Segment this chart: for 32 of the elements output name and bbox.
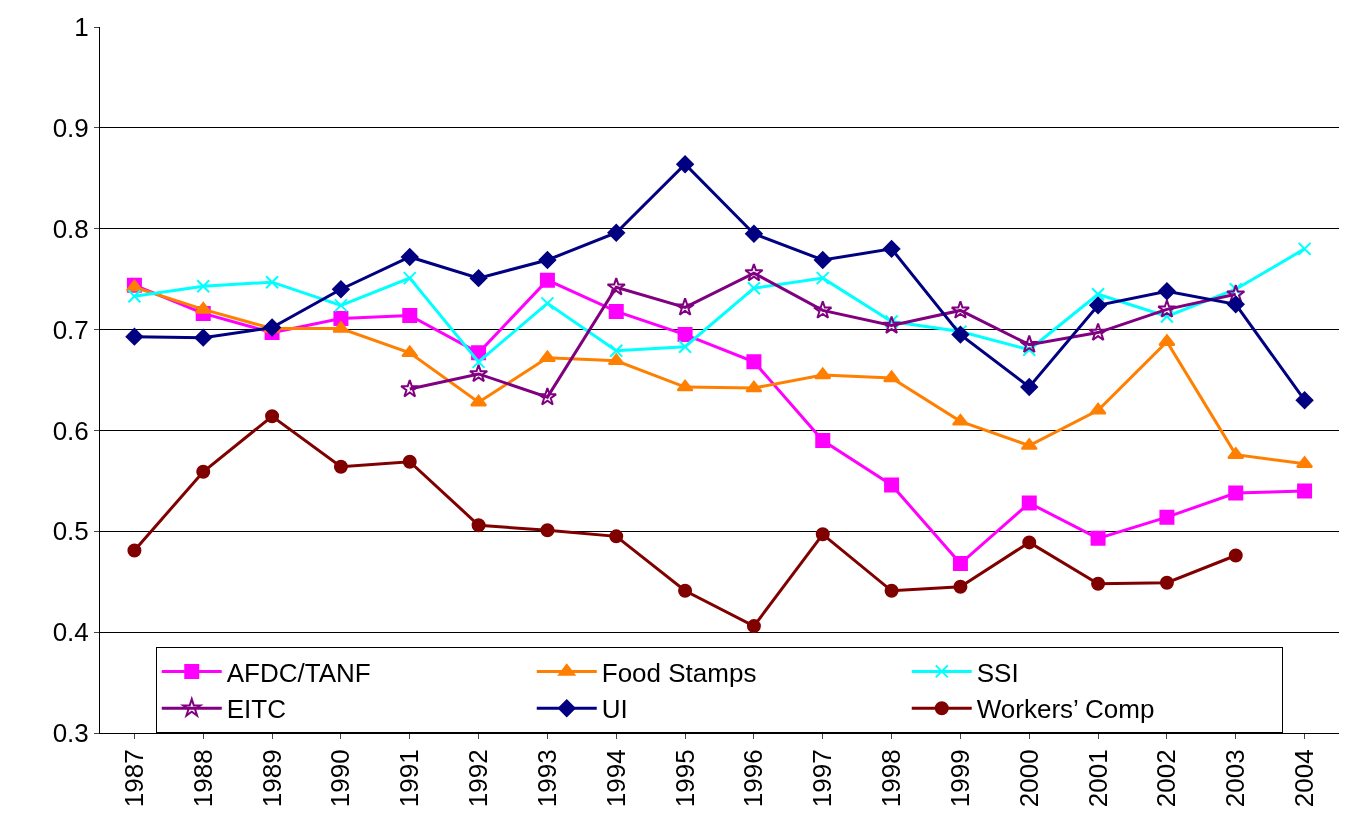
x-tick-label: 2000 (1013, 749, 1044, 808)
y-tick-label: 1 (74, 12, 89, 43)
legend-label: AFDC/TANF (226, 657, 371, 688)
x-tick-label: 1998 (876, 749, 907, 808)
x-tick-label: 2002 (1151, 749, 1182, 808)
x-tick-label: 1995 (669, 749, 700, 808)
x-tick-label: 2004 (1289, 749, 1320, 808)
x-tick-label: 1989 (256, 749, 287, 808)
y-tick-label: 0.3 (52, 718, 89, 749)
x-tick-label: 1988 (187, 749, 218, 808)
x-tick-label: 1987 (118, 749, 149, 808)
x-tick-label: 1999 (944, 749, 975, 808)
y-tick-label: 0.4 (52, 617, 89, 648)
y-tick-label: 0.9 (52, 112, 89, 143)
x-tick-label: 1993 (531, 749, 562, 808)
y-tick-label: 0.6 (52, 415, 89, 446)
legend-label: UI (601, 694, 628, 725)
y-tick-label: 0.5 (52, 516, 89, 547)
y-tick-label: 0.7 (52, 314, 89, 345)
x-tick-label: 2003 (1220, 749, 1251, 808)
legend-label: EITC (226, 694, 286, 725)
x-tick-label: 2001 (1082, 749, 1113, 808)
x-tick-label: 1990 (325, 749, 356, 808)
legend-label: SSI (976, 657, 1019, 688)
x-tick-label: 1992 (463, 749, 494, 808)
y-tick-label: 0.8 (52, 213, 89, 244)
legend-label: Food Stamps (601, 657, 757, 688)
x-tick-label: 1994 (600, 749, 631, 808)
x-tick-label: 1991 (394, 749, 425, 808)
x-tick-label: 1997 (807, 749, 838, 808)
legend-label: Workers’ Comp (976, 694, 1155, 725)
x-tick-label: 1996 (738, 749, 769, 808)
